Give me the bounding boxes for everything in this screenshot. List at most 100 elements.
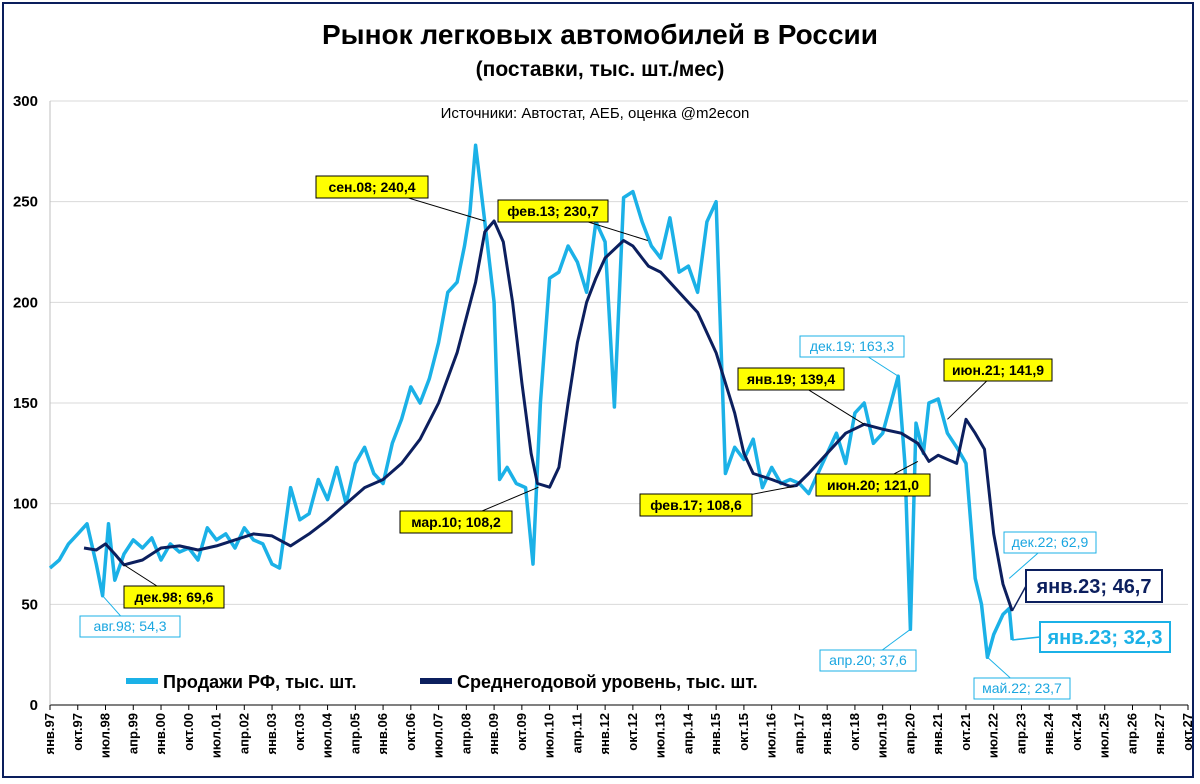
x-tick-label: июл.19	[875, 713, 890, 758]
x-tick-label: янв.18	[819, 713, 834, 755]
x-tick-label: окт.15	[736, 713, 751, 751]
annotation-text: июн.20; 121,0	[827, 477, 919, 493]
legend-avg-label: Среднегодовой уровень, тыс. шт.	[457, 672, 758, 692]
annotation-blue: авг.98; 54,3	[79, 595, 181, 638]
x-tick-label: июл.16	[764, 713, 779, 758]
chart-source: Источники: Автостат, АЕБ, оценка @m2econ	[441, 105, 750, 122]
gridlines	[50, 100, 1188, 605]
x-tick-label: янв.21	[930, 713, 945, 755]
annotation-blue: дек.22; 62,9	[1003, 531, 1097, 579]
average-line	[83, 219, 1014, 612]
x-tick-label: янв.09	[486, 713, 501, 755]
annotation-text: дек.98; 69,6	[135, 589, 214, 605]
annotation-blue: апр.20; 37,6	[819, 628, 917, 672]
annotation-text: авг.98; 54,3	[93, 618, 166, 634]
annotation-box	[1003, 531, 1097, 554]
annotation-box	[815, 473, 931, 497]
x-tick-label: июл.10	[542, 713, 557, 758]
y-tick-label: 50	[21, 596, 38, 613]
x-tick-label: окт.18	[847, 713, 862, 751]
y-tick-label: 250	[13, 194, 38, 211]
y-tick-label: 150	[13, 395, 38, 412]
annotation-big: янв.23; 32,3	[1012, 621, 1171, 653]
annotation-text: янв.19; 139,4	[747, 371, 835, 387]
annotation-box	[799, 335, 905, 358]
x-tick-label: июл.04	[320, 712, 335, 758]
x-tick-label: апр.14	[680, 712, 695, 754]
legend: Продажи РФ, тыс. шт. Среднегодовой урове…	[126, 672, 758, 692]
x-tick-label: июл.13	[653, 713, 668, 758]
annotation-box	[315, 175, 429, 199]
x-tick-label: апр.08	[458, 713, 473, 754]
annotation-text: фев.13; 230,7	[507, 203, 599, 219]
x-tick-label: апр.11	[569, 713, 584, 753]
x-tick-label: янв.06	[375, 713, 390, 755]
x-tick-label: апр.02	[236, 713, 251, 754]
annotation-yellow: мар.10; 108,2	[399, 486, 539, 534]
x-tick-label: июл.25	[1097, 713, 1112, 758]
annotation-text: мар.10; 108,2	[411, 514, 501, 530]
x-tick-label: окт.00	[181, 713, 196, 751]
x-tick-label: янв.97	[42, 713, 57, 755]
x-tick-label: апр.05	[347, 713, 362, 754]
x-tick-labels: янв.97 окт.97 июл.98 апр.99 янв.00 окт.00 июл.…	[42, 705, 1195, 758]
annotation-text: янв.23; 32,3	[1047, 627, 1163, 649]
x-tick-label: апр.99	[125, 713, 140, 754]
axes	[49, 101, 1188, 706]
y-tick-label: 300	[13, 93, 38, 110]
legend-sales-label: Продажи РФ, тыс. шт.	[163, 672, 357, 692]
x-tick-label: янв.03	[264, 713, 279, 755]
annotation-leader	[1012, 636, 1041, 641]
annotation-text: июн.21; 141,9	[952, 362, 1044, 378]
annotation-text: апр.20; 37,6	[829, 652, 907, 668]
x-tick-label: окт.03	[292, 713, 307, 751]
annotation-yellow: янв.19; 139,4	[737, 367, 865, 425]
x-tick-label: янв.24	[1041, 712, 1056, 754]
series-lines	[48, 143, 1014, 660]
annotation-box	[123, 585, 225, 609]
annotation-yellow: дек.98; 69,6	[123, 564, 225, 609]
x-tick-label: апр.26	[1124, 713, 1139, 754]
annotation-yellow: фев.17; 108,6	[639, 485, 794, 517]
y-tick-label: 0	[30, 697, 38, 714]
annotation-text: май.22; 23,7	[982, 680, 1062, 696]
annotation-blue: дек.19; 163,3	[799, 335, 905, 377]
annotation-yellow: сен.08; 240,4	[315, 175, 485, 222]
x-tick-label: июл.07	[431, 713, 446, 758]
x-tick-label: янв.12	[597, 713, 612, 755]
annotation-text: сен.08; 240,4	[328, 179, 415, 195]
x-tick-label: апр.17	[791, 713, 806, 754]
x-tick-label: окт.09	[514, 713, 529, 751]
annotation-box	[973, 677, 1071, 700]
chart-title: Рынок легковых автомобилей в России	[322, 19, 878, 50]
x-tick-label: июл.22	[986, 713, 1001, 758]
y-tick-label: 100	[13, 496, 38, 513]
y-tick-labels: 0 50 100 150 200 250 300	[13, 93, 38, 714]
annotation-text: дек.22; 62,9	[1012, 534, 1089, 550]
x-tick-label: июл.01	[209, 713, 224, 758]
x-tick-label: янв.27	[1152, 713, 1167, 755]
annotation-box	[819, 649, 917, 672]
annotation-box	[639, 493, 753, 517]
x-tick-label: июл.98	[98, 713, 113, 758]
annotation-box	[399, 510, 513, 534]
annotation-box	[737, 367, 845, 391]
annotations: сен.08; 240,4 фев.13; 230,7 мар.10; 108,2 ф…	[79, 175, 1171, 700]
x-tick-label: окт.12	[625, 713, 640, 751]
annotation-box	[79, 615, 181, 638]
annotation-text: янв.23; 46,7	[1036, 576, 1152, 598]
chart-subtitle: (поставки, тыс. шт./мес)	[476, 58, 725, 81]
annotation-blue: май.22; 23,7	[973, 656, 1071, 700]
x-tick-label: окт.21	[958, 713, 973, 751]
x-tick-label: апр.23	[1013, 713, 1028, 754]
annotation-big: янв.23; 46,7	[1011, 569, 1163, 612]
x-tick-label: окт.24	[1069, 712, 1084, 751]
annotation-yellow: июн.20; 121,0	[815, 460, 931, 497]
x-tick-label: окт.97	[70, 713, 85, 751]
x-tick-label: апр.20	[902, 713, 917, 754]
annotation-text: дек.19; 163,3	[810, 338, 895, 354]
x-tick-label: окт.06	[403, 713, 418, 751]
annotation-box	[943, 358, 1053, 382]
